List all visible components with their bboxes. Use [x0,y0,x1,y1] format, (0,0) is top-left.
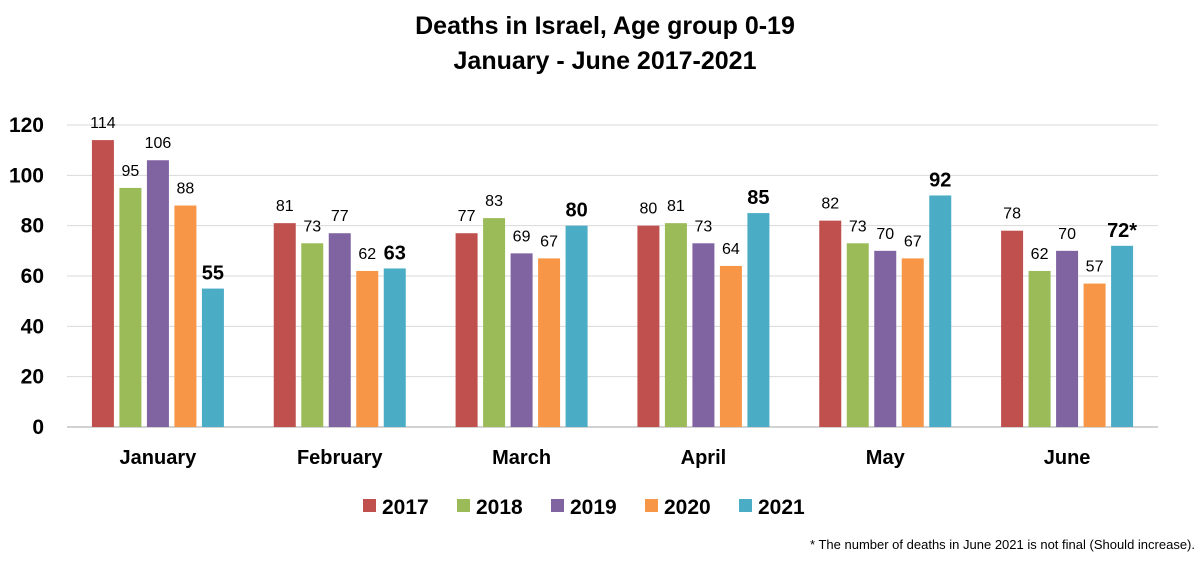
value-label-january-2018: 95 [122,163,140,180]
value-label-march-2019: 69 [513,228,531,245]
value-label-june-2017: 78 [1003,206,1021,223]
value-label-february-2021: 63 [384,242,406,264]
bar-april-2018 [664,223,687,427]
value-label-may-2021: 92 [929,169,951,191]
legend-swatch-2020 [645,499,658,512]
category-label-april: April [681,447,727,469]
bar-january-2021 [201,288,224,427]
value-label-march-2018: 83 [485,193,503,210]
value-label-april-2018: 81 [667,198,685,215]
value-label-may-2020: 67 [904,233,922,250]
bar-april-2017 [637,225,660,427]
value-label-may-2018: 73 [849,218,867,235]
value-label-april-2017: 80 [640,201,658,218]
category-label-february: February [297,447,383,469]
value-label-april-2021: 85 [747,187,769,209]
value-label-may-2017: 82 [821,196,839,213]
bar-march-2020 [538,258,561,427]
chart-title: Deaths in Israel, Age group 0-19 [415,12,795,40]
legend-swatch-2019 [551,499,564,512]
value-label-june-2019: 70 [1058,226,1076,243]
value-label-january-2017: 114 [90,115,116,132]
bar-january-2019 [146,160,169,427]
bar-june-2017 [1001,230,1024,427]
y-tick-label: 80 [21,215,44,238]
bar-february-2020 [356,270,379,427]
bar-may-2019 [874,250,897,427]
bar-may-2021 [929,195,952,427]
bar-june-2020 [1083,283,1106,427]
y-tick-label: 100 [9,164,44,187]
bar-february-2018 [301,243,324,427]
value-label-march-2017: 77 [458,208,476,225]
value-label-june-2020: 57 [1086,259,1104,276]
chart-subtitle: January - June 2017-2021 [453,47,757,75]
value-label-june-2018: 62 [1031,246,1049,263]
y-axis-ticks: 0 20 40 60 80 100 120 [9,114,44,439]
bar-june-2018 [1028,270,1051,427]
value-label-january-2019: 106 [145,135,172,152]
legend-swatch-2018 [457,499,470,512]
footnote: * The number of deaths in June 2021 is n… [810,537,1195,552]
legend-swatch-2017 [363,499,376,512]
bar-march-2019 [510,253,533,427]
y-tick-label: 0 [32,416,44,439]
bar-april-2021 [747,213,770,427]
value-label-april-2020: 64 [722,241,740,258]
value-label-february-2018: 73 [303,218,321,235]
bar-february-2017 [273,223,296,427]
y-tick-label: 40 [21,315,44,338]
value-label-january-2020: 88 [177,181,195,198]
legend-label-2020: 2020 [664,496,711,519]
value-labels: 114 95 106 88 55 81 73 77 62 63 77 83 69 67 80 80 81 73 64… [90,115,1137,284]
legend-label-2021: 2021 [758,496,805,519]
gridlines [67,124,1158,428]
y-tick-label: 60 [21,265,44,288]
legend-swatch-2021 [739,499,752,512]
legend-label-2017: 2017 [382,496,429,519]
value-label-april-2019: 73 [695,218,713,235]
x-axis-categories: January February March April May June [120,447,1091,469]
legend-label-2018: 2018 [476,496,523,519]
value-label-march-2020: 67 [540,233,558,250]
bar-january-2020 [174,205,197,427]
bar-may-2018 [846,243,869,427]
legend: 2017 2018 2019 2020 2021 [363,496,805,519]
bar-january-2017 [91,140,114,427]
category-label-may: May [866,447,906,469]
bar-april-2020 [719,265,742,427]
bar-april-2019 [692,243,715,427]
bar-march-2017 [455,233,478,427]
bar-may-2020 [901,258,924,427]
bar-june-2019 [1056,250,1079,427]
value-label-february-2019: 77 [331,208,349,225]
category-label-june: June [1044,447,1091,469]
value-label-june-2021: 72* [1107,220,1137,242]
bar-february-2021 [383,268,406,427]
value-label-march-2021: 80 [565,200,587,222]
value-label-may-2019: 70 [876,226,894,243]
legend-label-2019: 2019 [570,496,617,519]
bars [91,140,1134,427]
category-label-march: March [492,447,551,469]
value-label-january-2021: 55 [202,263,224,285]
bar-june-2021 [1111,245,1134,427]
value-label-february-2020: 62 [358,246,376,263]
bar-march-2018 [483,218,506,427]
y-tick-label: 120 [9,114,44,137]
category-label-january: January [120,447,198,469]
bar-may-2017 [819,220,842,427]
bar-march-2021 [565,225,588,427]
y-tick-label: 20 [21,366,44,389]
bar-february-2019 [328,233,351,427]
value-label-february-2017: 81 [276,198,294,215]
bar-january-2018 [119,187,142,427]
